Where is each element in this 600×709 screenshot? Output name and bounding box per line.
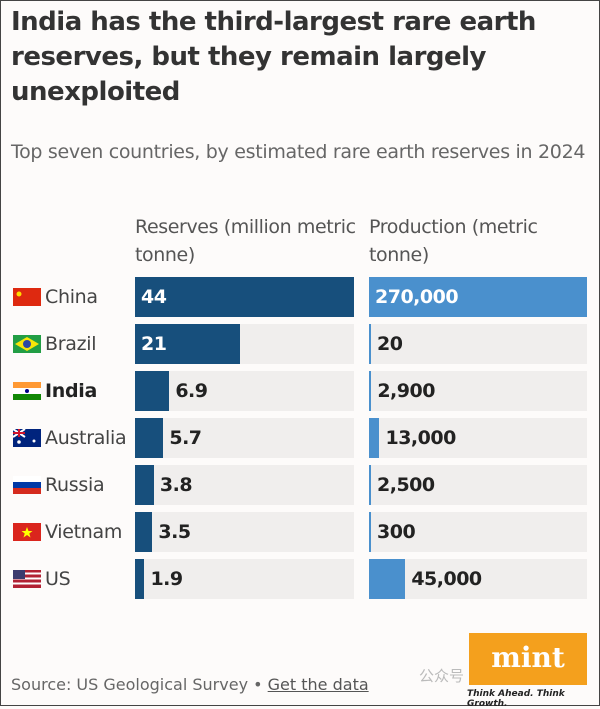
chart-title: India has the third-largest rare earth r…	[11, 7, 536, 107]
flag-us-icon	[13, 570, 41, 588]
country-name: US	[45, 568, 71, 590]
production-track: 2,500	[369, 465, 587, 505]
reserves-track: 5.7	[135, 418, 354, 458]
production-value: 2,900	[377, 380, 435, 402]
source-text: Source: US Geological Survey •	[11, 675, 263, 694]
reserves-value: 6.9	[175, 380, 208, 402]
reserves-bar	[135, 324, 240, 364]
reserves-bar	[135, 465, 154, 505]
reserves-header: Reserves (million metric tonne)	[135, 216, 356, 266]
reserves-value: 21	[141, 333, 167, 355]
production-bar	[369, 559, 406, 599]
production-bar	[369, 371, 372, 411]
row-china: China 44 270,000	[1, 277, 600, 317]
production-track: 20	[369, 324, 587, 364]
flag-india-icon	[13, 382, 41, 400]
flag-brazil-icon	[13, 335, 41, 353]
reserves-track: 21	[135, 324, 354, 364]
reserves-track: 44	[135, 277, 354, 317]
reserves-track: 3.5	[135, 512, 354, 552]
production-bar	[369, 512, 371, 552]
reserves-bar	[135, 512, 153, 552]
reserves-track: 3.8	[135, 465, 354, 505]
production-value: 2,500	[377, 474, 435, 496]
chart-subtitle: Top seven countries, by estimated rare e…	[11, 141, 586, 163]
reserves-bar	[135, 418, 164, 458]
mint-logo: mint	[469, 633, 587, 685]
country-label: US	[13, 559, 71, 599]
row-vietnam: Vietnam 3.5 300	[1, 512, 600, 552]
reserves-value: 3.5	[158, 521, 191, 543]
source-note: Source: US Geological Survey • Get the d…	[11, 675, 369, 694]
country-label: Russia	[13, 465, 105, 505]
production-track: 45,000	[369, 559, 587, 599]
row-russia: Russia 3.8 2,500	[1, 465, 600, 505]
country-name: China	[45, 286, 98, 308]
production-bar	[369, 418, 380, 458]
reserves-value: 5.7	[169, 427, 202, 449]
country-name: Brazil	[45, 333, 97, 355]
country-name: Russia	[45, 474, 105, 496]
flag-china-icon	[13, 288, 41, 306]
production-bar	[369, 324, 371, 364]
flag-australia-icon	[12, 428, 41, 447]
row-india: India 6.9 2,900	[1, 371, 600, 411]
reserves-value: 44	[141, 286, 167, 308]
reserves-track: 1.9	[135, 559, 354, 599]
production-track: 2,900	[369, 371, 587, 411]
reserves-bar	[135, 559, 145, 599]
country-label: India	[13, 371, 97, 411]
production-value: 300	[377, 521, 416, 543]
flag-vietnam-icon	[13, 523, 41, 541]
production-value: 45,000	[411, 568, 482, 590]
country-label: Vietnam	[13, 512, 122, 552]
production-track: 300	[369, 512, 587, 552]
country-name: Vietnam	[45, 521, 123, 543]
row-us: US 1.9 45,000	[1, 559, 600, 599]
production-bar	[369, 465, 372, 505]
production-header: Production (metric tonne)	[369, 216, 538, 266]
flag-russia-icon	[13, 476, 41, 494]
country-name: Australia	[45, 427, 127, 449]
logo-tagline: Think Ahead. Think Growth.	[467, 689, 565, 709]
production-value: 270,000	[375, 286, 459, 308]
reserves-bar	[135, 277, 354, 317]
production-track: 13,000	[369, 418, 587, 458]
country-name: India	[45, 380, 98, 402]
production-value: 20	[377, 333, 403, 355]
reserves-bar	[135, 371, 170, 411]
reserves-value: 1.9	[150, 568, 183, 590]
get-data-link[interactable]: Get the data	[267, 675, 369, 694]
row-brazil: Brazil 21 20	[1, 324, 600, 364]
row-australia: Australia 5.7 13,000	[1, 418, 600, 458]
production-bar	[369, 277, 587, 317]
reserves-value: 3.8	[159, 474, 193, 496]
production-track: 270,000	[369, 277, 587, 317]
reserves-track: 6.9	[135, 371, 354, 411]
country-label: Australia	[12, 418, 127, 458]
country-label: China	[13, 277, 98, 317]
country-label: Brazil	[13, 324, 97, 364]
production-value: 13,000	[385, 427, 456, 449]
